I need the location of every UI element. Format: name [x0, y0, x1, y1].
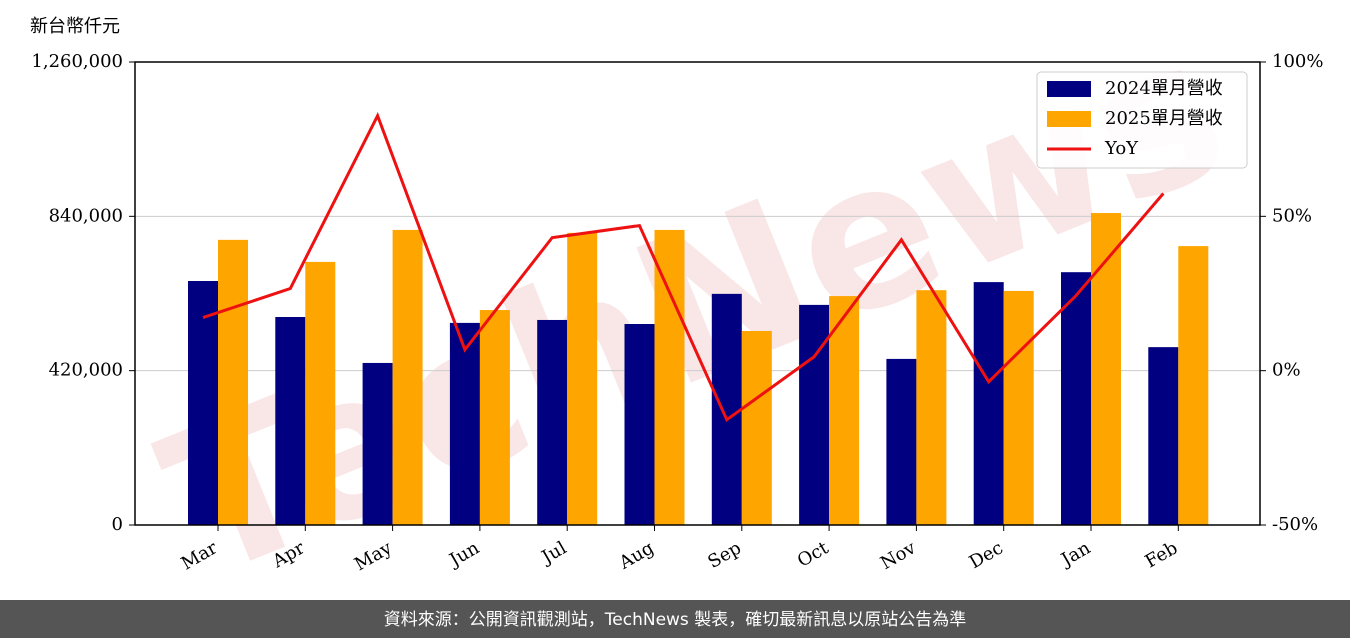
bar — [1003, 290, 1034, 525]
legend-swatch — [1047, 81, 1091, 97]
bar — [362, 362, 393, 525]
bar — [188, 281, 218, 525]
bar — [829, 296, 860, 525]
bar — [624, 323, 655, 525]
yoy-line — [202, 111, 1165, 423]
y-tick-label: 0 — [112, 514, 123, 535]
y2-tick-label: 0% — [1272, 360, 1301, 381]
footer: 資料來源：公開資訊觀測站，TechNews 製表，確切最新訊息以原站公告為準 — [384, 610, 966, 630]
bar — [973, 282, 1004, 525]
bar — [392, 229, 423, 525]
plot-frame — [134, 61, 1261, 526]
bar — [886, 358, 917, 525]
bar — [741, 330, 772, 525]
legend-swatch — [1047, 111, 1091, 127]
bar — [449, 322, 480, 525]
x-tick-label: Aug — [615, 537, 658, 574]
bar — [275, 317, 306, 525]
y2-tick-label: 100% — [1272, 51, 1323, 72]
bar — [479, 310, 510, 525]
y-tick-label: 1,260,000 — [31, 51, 123, 72]
bar — [711, 293, 742, 525]
footer-bar — [0, 600, 1350, 638]
bar — [1091, 213, 1121, 525]
bar — [1178, 246, 1209, 525]
legend-label: YoY — [1104, 138, 1139, 159]
x-tick-label: Jul — [537, 537, 571, 569]
bar — [537, 319, 568, 525]
y-tick-label: 840,000 — [49, 205, 123, 226]
bar — [916, 290, 947, 525]
x-tick-label: Dec — [966, 537, 1007, 573]
y2-tick-label: -50% — [1272, 514, 1318, 535]
bar — [799, 304, 830, 525]
bar — [567, 232, 598, 525]
bar — [1148, 347, 1179, 525]
bar — [218, 239, 248, 525]
y-tick-label: 420,000 — [49, 360, 123, 381]
y2-tick-label: 50% — [1272, 205, 1312, 226]
x-tick-label: Sep — [704, 537, 744, 572]
legend-label: 2025單月營收 — [1105, 108, 1223, 129]
x-tick-label: Feb — [1142, 537, 1182, 572]
x-tick-label: Jun — [444, 537, 483, 572]
x-tick-label: Oct — [794, 537, 833, 572]
bar — [654, 229, 685, 525]
legend-label: 2024單月營收 — [1105, 78, 1223, 99]
x-tick-label: Jan — [1056, 537, 1094, 571]
x-tick-label: Nov — [877, 537, 920, 574]
bar — [1061, 272, 1091, 525]
y-axis-label: 新台幣仟元 — [30, 16, 120, 37]
bar — [305, 261, 336, 525]
